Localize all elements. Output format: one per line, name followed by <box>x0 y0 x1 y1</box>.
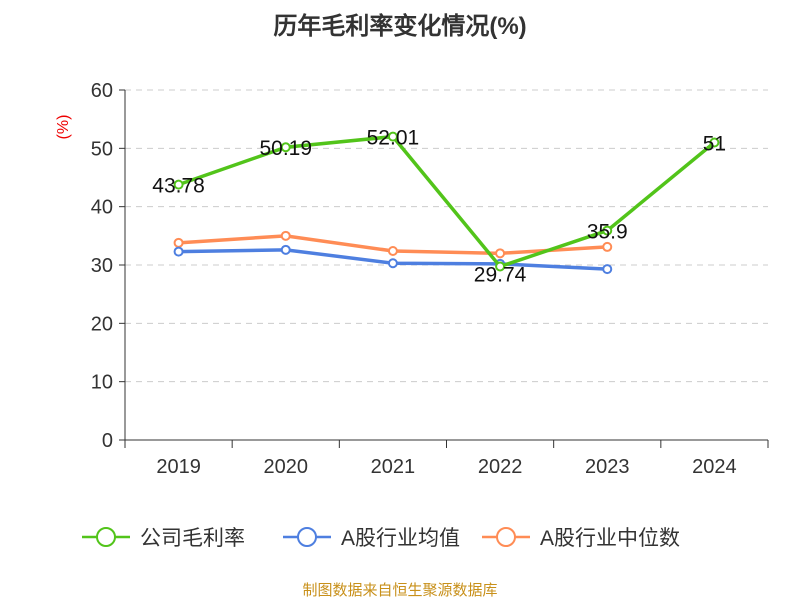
data-point <box>280 142 291 153</box>
y-tick-label: 40 <box>91 197 113 219</box>
legend-marker <box>496 527 516 547</box>
chart-title: 历年毛利率变化情况(%) <box>273 12 526 40</box>
data-label: 52.01 <box>367 127 420 150</box>
y-tick-label: 0 <box>102 430 113 452</box>
data-point <box>173 237 184 248</box>
source-note: 制图数据来自恒生聚源数据库 <box>302 582 497 599</box>
data-label: 43.78 <box>152 175 205 198</box>
data-point <box>602 225 613 236</box>
data-point <box>495 248 506 259</box>
data-point <box>709 137 720 148</box>
series-line <box>178 134 716 269</box>
data-point <box>602 241 613 252</box>
x-tick-label: 2019 <box>156 456 201 478</box>
data-point <box>602 264 613 275</box>
x-tick-label: 2020 <box>264 456 309 478</box>
data-label: 51 <box>703 133 726 156</box>
data-point <box>173 179 184 190</box>
data-point <box>495 261 506 272</box>
y-tick-label: 10 <box>91 372 113 394</box>
data-point <box>173 246 184 257</box>
y-tick-label: 20 <box>91 313 113 335</box>
x-tick-label: 2022 <box>478 456 523 478</box>
data-point <box>280 244 291 255</box>
legend-marker <box>297 527 317 547</box>
y-axis-label: (%) <box>55 115 72 140</box>
legend-label: A股行业均值 <box>341 527 460 550</box>
data-label: 29.74 <box>474 264 527 287</box>
data-point <box>387 258 398 269</box>
y-tick-label: 60 <box>91 80 113 102</box>
y-tick-label: 30 <box>91 255 113 277</box>
data-point <box>387 131 398 142</box>
legend-label: A股行业中位数 <box>540 527 680 550</box>
x-tick-label: 2023 <box>585 456 630 478</box>
x-tick-label: 2024 <box>692 456 737 478</box>
legend-marker <box>96 527 116 547</box>
x-tick-label: 2021 <box>371 456 416 478</box>
data-point <box>280 230 291 241</box>
legend-label: 公司毛利率 <box>140 527 245 550</box>
data-label: 35.9 <box>587 221 628 244</box>
data-point <box>387 246 398 256</box>
y-tick-label: 50 <box>91 138 113 160</box>
data-label: 50.19 <box>259 137 312 160</box>
